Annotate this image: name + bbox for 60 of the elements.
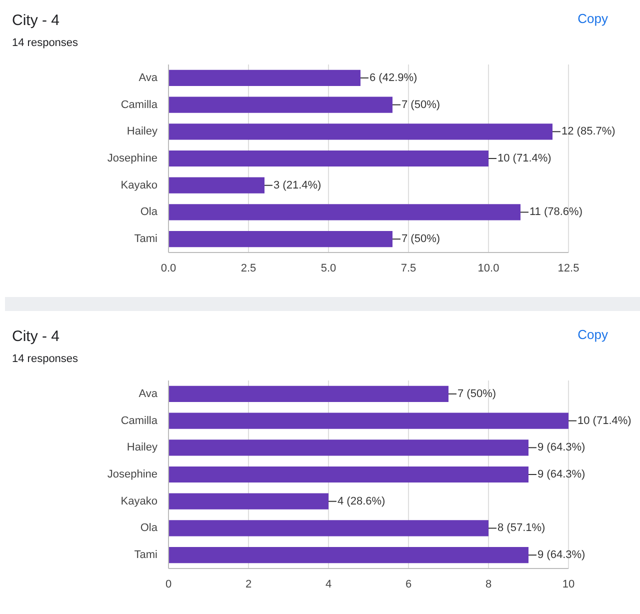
x-tick-label: 5.0 xyxy=(320,262,336,274)
y-tick-label: Camilla xyxy=(120,414,158,427)
data-label: 12 (85.7%) xyxy=(562,126,616,138)
data-label: 7 (50%) xyxy=(402,233,440,246)
data-label: 8 (57.1%) xyxy=(498,522,546,534)
y-tick-label: Josephine xyxy=(107,468,158,480)
text: City - 4 xyxy=(12,327,60,347)
x-tick-label: 10.0 xyxy=(478,262,500,274)
y-tick-label: Camilla xyxy=(120,98,158,111)
data-label: 6 (42.9%) xyxy=(370,72,418,84)
y-tick-label: Hailey xyxy=(126,126,158,138)
bar xyxy=(168,412,568,429)
data-label: 7 (50%) xyxy=(458,388,496,400)
bar xyxy=(168,204,520,220)
x-tick-label: 0.0 xyxy=(160,262,176,274)
data-label: 9 (64.3%) xyxy=(538,468,586,480)
bar xyxy=(168,466,528,483)
text: 14 responses xyxy=(12,352,78,367)
bar xyxy=(168,150,488,167)
x-tick-label: 0 xyxy=(165,578,172,590)
bar xyxy=(168,440,528,456)
bar xyxy=(168,231,392,248)
y-tick-label: Hailey xyxy=(126,442,158,454)
text: City - 4 xyxy=(12,11,60,31)
bar xyxy=(168,124,552,140)
data-label: 3 (21.4%) xyxy=(274,179,322,192)
x-tick-label: 7.5 xyxy=(400,262,416,274)
y-tick-label: Kayako xyxy=(120,179,158,192)
y-tick-label: Ola xyxy=(140,522,158,534)
text: Copy xyxy=(578,326,608,344)
x-tick-label: 12.5 xyxy=(558,262,580,274)
bar xyxy=(168,177,264,194)
text: 14 responses xyxy=(12,36,78,51)
bar xyxy=(168,70,360,86)
y-tick-label: Ava xyxy=(138,72,158,84)
data-label: 10 (71.4%) xyxy=(578,414,632,427)
bar xyxy=(168,547,528,564)
y-tick-label: Tami xyxy=(134,549,158,562)
y-tick-label: Ola xyxy=(140,206,158,218)
y-tick-label: Kayako xyxy=(120,495,158,508)
bar xyxy=(168,493,328,510)
y-tick-label: Ava xyxy=(138,388,158,400)
data-label: 9 (64.3%) xyxy=(538,549,586,562)
data-label: 7 (50%) xyxy=(402,98,440,111)
data-label: 4 (28.6%) xyxy=(338,495,386,508)
y-tick-label: Tami xyxy=(134,233,158,246)
x-tick-label: 8 xyxy=(485,578,492,590)
data-label: 10 (71.4%) xyxy=(498,152,552,164)
x-tick-label: 2.5 xyxy=(240,262,256,274)
bar xyxy=(168,96,392,113)
x-tick-label: 4 xyxy=(325,578,332,590)
text: Copy xyxy=(578,10,608,28)
x-tick-label: 2 xyxy=(245,578,252,590)
data-label: 9 (64.3%) xyxy=(538,442,586,454)
x-tick-label: 10 xyxy=(562,578,575,590)
x-tick-label: 6 xyxy=(405,578,412,590)
bar xyxy=(168,520,488,536)
bar xyxy=(168,386,448,402)
y-tick-label: Josephine xyxy=(107,152,158,164)
data-label: 11 (78.6%) xyxy=(530,206,582,218)
